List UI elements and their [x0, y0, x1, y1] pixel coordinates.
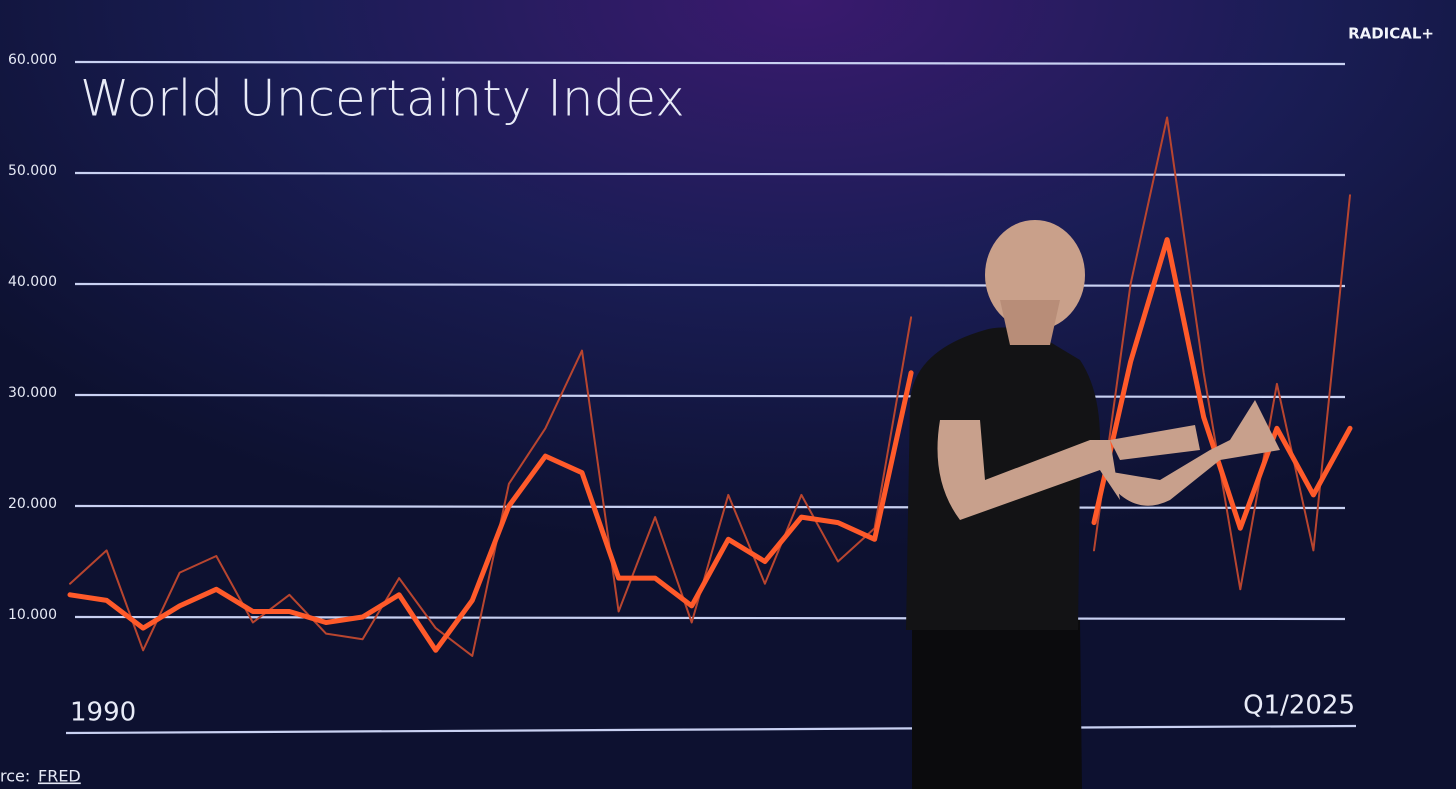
source-label: rce:	[0, 767, 30, 786]
grid-line	[74, 282, 1346, 288]
y-tick-label: 20.000	[8, 496, 57, 512]
line-series	[67, 237, 1353, 653]
grid: 10.000 20.000 30.000 40.000 50.000 60.000	[8, 52, 1346, 623]
y-tick-label: 10.000	[8, 607, 57, 623]
line-series	[69, 116, 1351, 657]
x-tick-label: Q1/2025	[1243, 691, 1355, 721]
plot	[67, 116, 1353, 657]
grid-line	[74, 615, 1346, 621]
grid-line	[74, 504, 1346, 510]
chart-title: World Uncertainty Index	[80, 70, 685, 128]
brand: RADICAL+	[1348, 25, 1434, 43]
source-link[interactable]: FRED	[38, 767, 81, 786]
x-tick-label: 1990	[70, 698, 136, 728]
grid-line	[74, 393, 1346, 399]
y-tick-label: 60.000	[8, 52, 57, 68]
grid-line	[74, 60, 1346, 66]
grid-line	[74, 171, 1346, 177]
y-tick-label: 30.000	[8, 385, 57, 401]
presenter	[906, 220, 1280, 789]
y-tick-label: 50.000	[8, 163, 57, 179]
x-axis	[65, 724, 1357, 735]
y-tick-label: 40.000	[8, 274, 57, 290]
